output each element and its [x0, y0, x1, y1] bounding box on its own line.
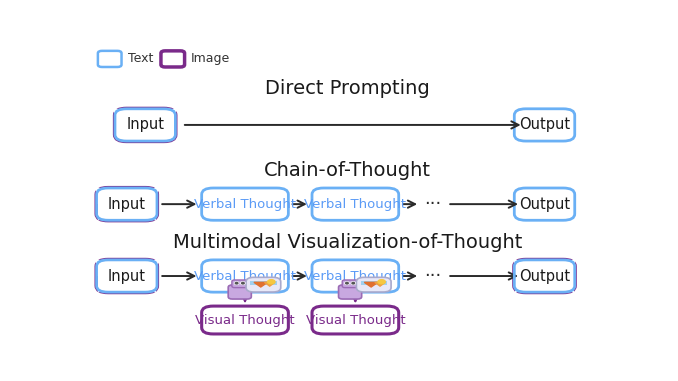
Circle shape — [235, 282, 239, 284]
Circle shape — [345, 282, 349, 284]
FancyBboxPatch shape — [98, 261, 156, 291]
Circle shape — [241, 282, 245, 284]
FancyBboxPatch shape — [115, 109, 176, 125]
Polygon shape — [375, 282, 385, 286]
Text: Verbal Thought: Verbal Thought — [194, 198, 296, 211]
FancyBboxPatch shape — [312, 260, 399, 292]
FancyBboxPatch shape — [361, 281, 387, 285]
Text: Input: Input — [108, 197, 146, 211]
Circle shape — [268, 280, 275, 284]
FancyBboxPatch shape — [201, 188, 288, 220]
FancyBboxPatch shape — [246, 277, 281, 292]
FancyBboxPatch shape — [201, 306, 288, 334]
FancyBboxPatch shape — [514, 259, 575, 276]
FancyBboxPatch shape — [96, 260, 157, 292]
Text: Image: Image — [191, 53, 230, 66]
FancyBboxPatch shape — [228, 285, 252, 299]
FancyBboxPatch shape — [342, 280, 358, 288]
Circle shape — [378, 280, 385, 284]
FancyBboxPatch shape — [98, 189, 156, 220]
FancyBboxPatch shape — [515, 109, 575, 141]
FancyBboxPatch shape — [98, 51, 121, 67]
Text: Verbal Thought: Verbal Thought — [194, 269, 296, 283]
FancyBboxPatch shape — [96, 259, 157, 276]
Polygon shape — [264, 282, 275, 286]
Text: Text: Text — [128, 53, 153, 66]
Circle shape — [346, 282, 348, 284]
FancyBboxPatch shape — [96, 188, 157, 205]
FancyBboxPatch shape — [312, 188, 399, 220]
Text: Verbal Thought: Verbal Thought — [304, 198, 406, 211]
FancyBboxPatch shape — [161, 51, 184, 67]
FancyBboxPatch shape — [232, 280, 247, 288]
FancyBboxPatch shape — [515, 260, 575, 292]
Polygon shape — [364, 282, 378, 287]
Circle shape — [235, 282, 238, 284]
Text: Multimodal Visualization-of-Thought: Multimodal Visualization-of-Thought — [173, 233, 522, 252]
FancyBboxPatch shape — [312, 306, 399, 334]
Text: Output: Output — [519, 269, 570, 283]
Text: Visual Thought: Visual Thought — [195, 314, 295, 327]
Text: ···: ··· — [424, 195, 442, 213]
Text: Verbal Thought: Verbal Thought — [304, 269, 406, 283]
Circle shape — [352, 282, 355, 284]
FancyBboxPatch shape — [96, 188, 157, 220]
Text: Visual Thought: Visual Thought — [306, 314, 405, 327]
Circle shape — [351, 282, 355, 284]
Polygon shape — [254, 282, 268, 287]
FancyBboxPatch shape — [115, 109, 176, 141]
Text: Input: Input — [108, 269, 146, 283]
Text: Direct Prompting: Direct Prompting — [265, 79, 430, 98]
Text: Chain-of-Thought: Chain-of-Thought — [264, 161, 431, 180]
FancyBboxPatch shape — [250, 281, 277, 285]
Text: ···: ··· — [424, 267, 442, 285]
FancyBboxPatch shape — [116, 109, 174, 141]
Text: Input: Input — [126, 117, 164, 133]
FancyBboxPatch shape — [515, 188, 575, 220]
FancyBboxPatch shape — [515, 261, 574, 291]
Text: Output: Output — [519, 197, 570, 211]
Circle shape — [241, 282, 244, 284]
FancyBboxPatch shape — [201, 260, 288, 292]
FancyBboxPatch shape — [357, 277, 391, 292]
FancyBboxPatch shape — [338, 285, 361, 299]
Text: Output: Output — [519, 117, 570, 133]
